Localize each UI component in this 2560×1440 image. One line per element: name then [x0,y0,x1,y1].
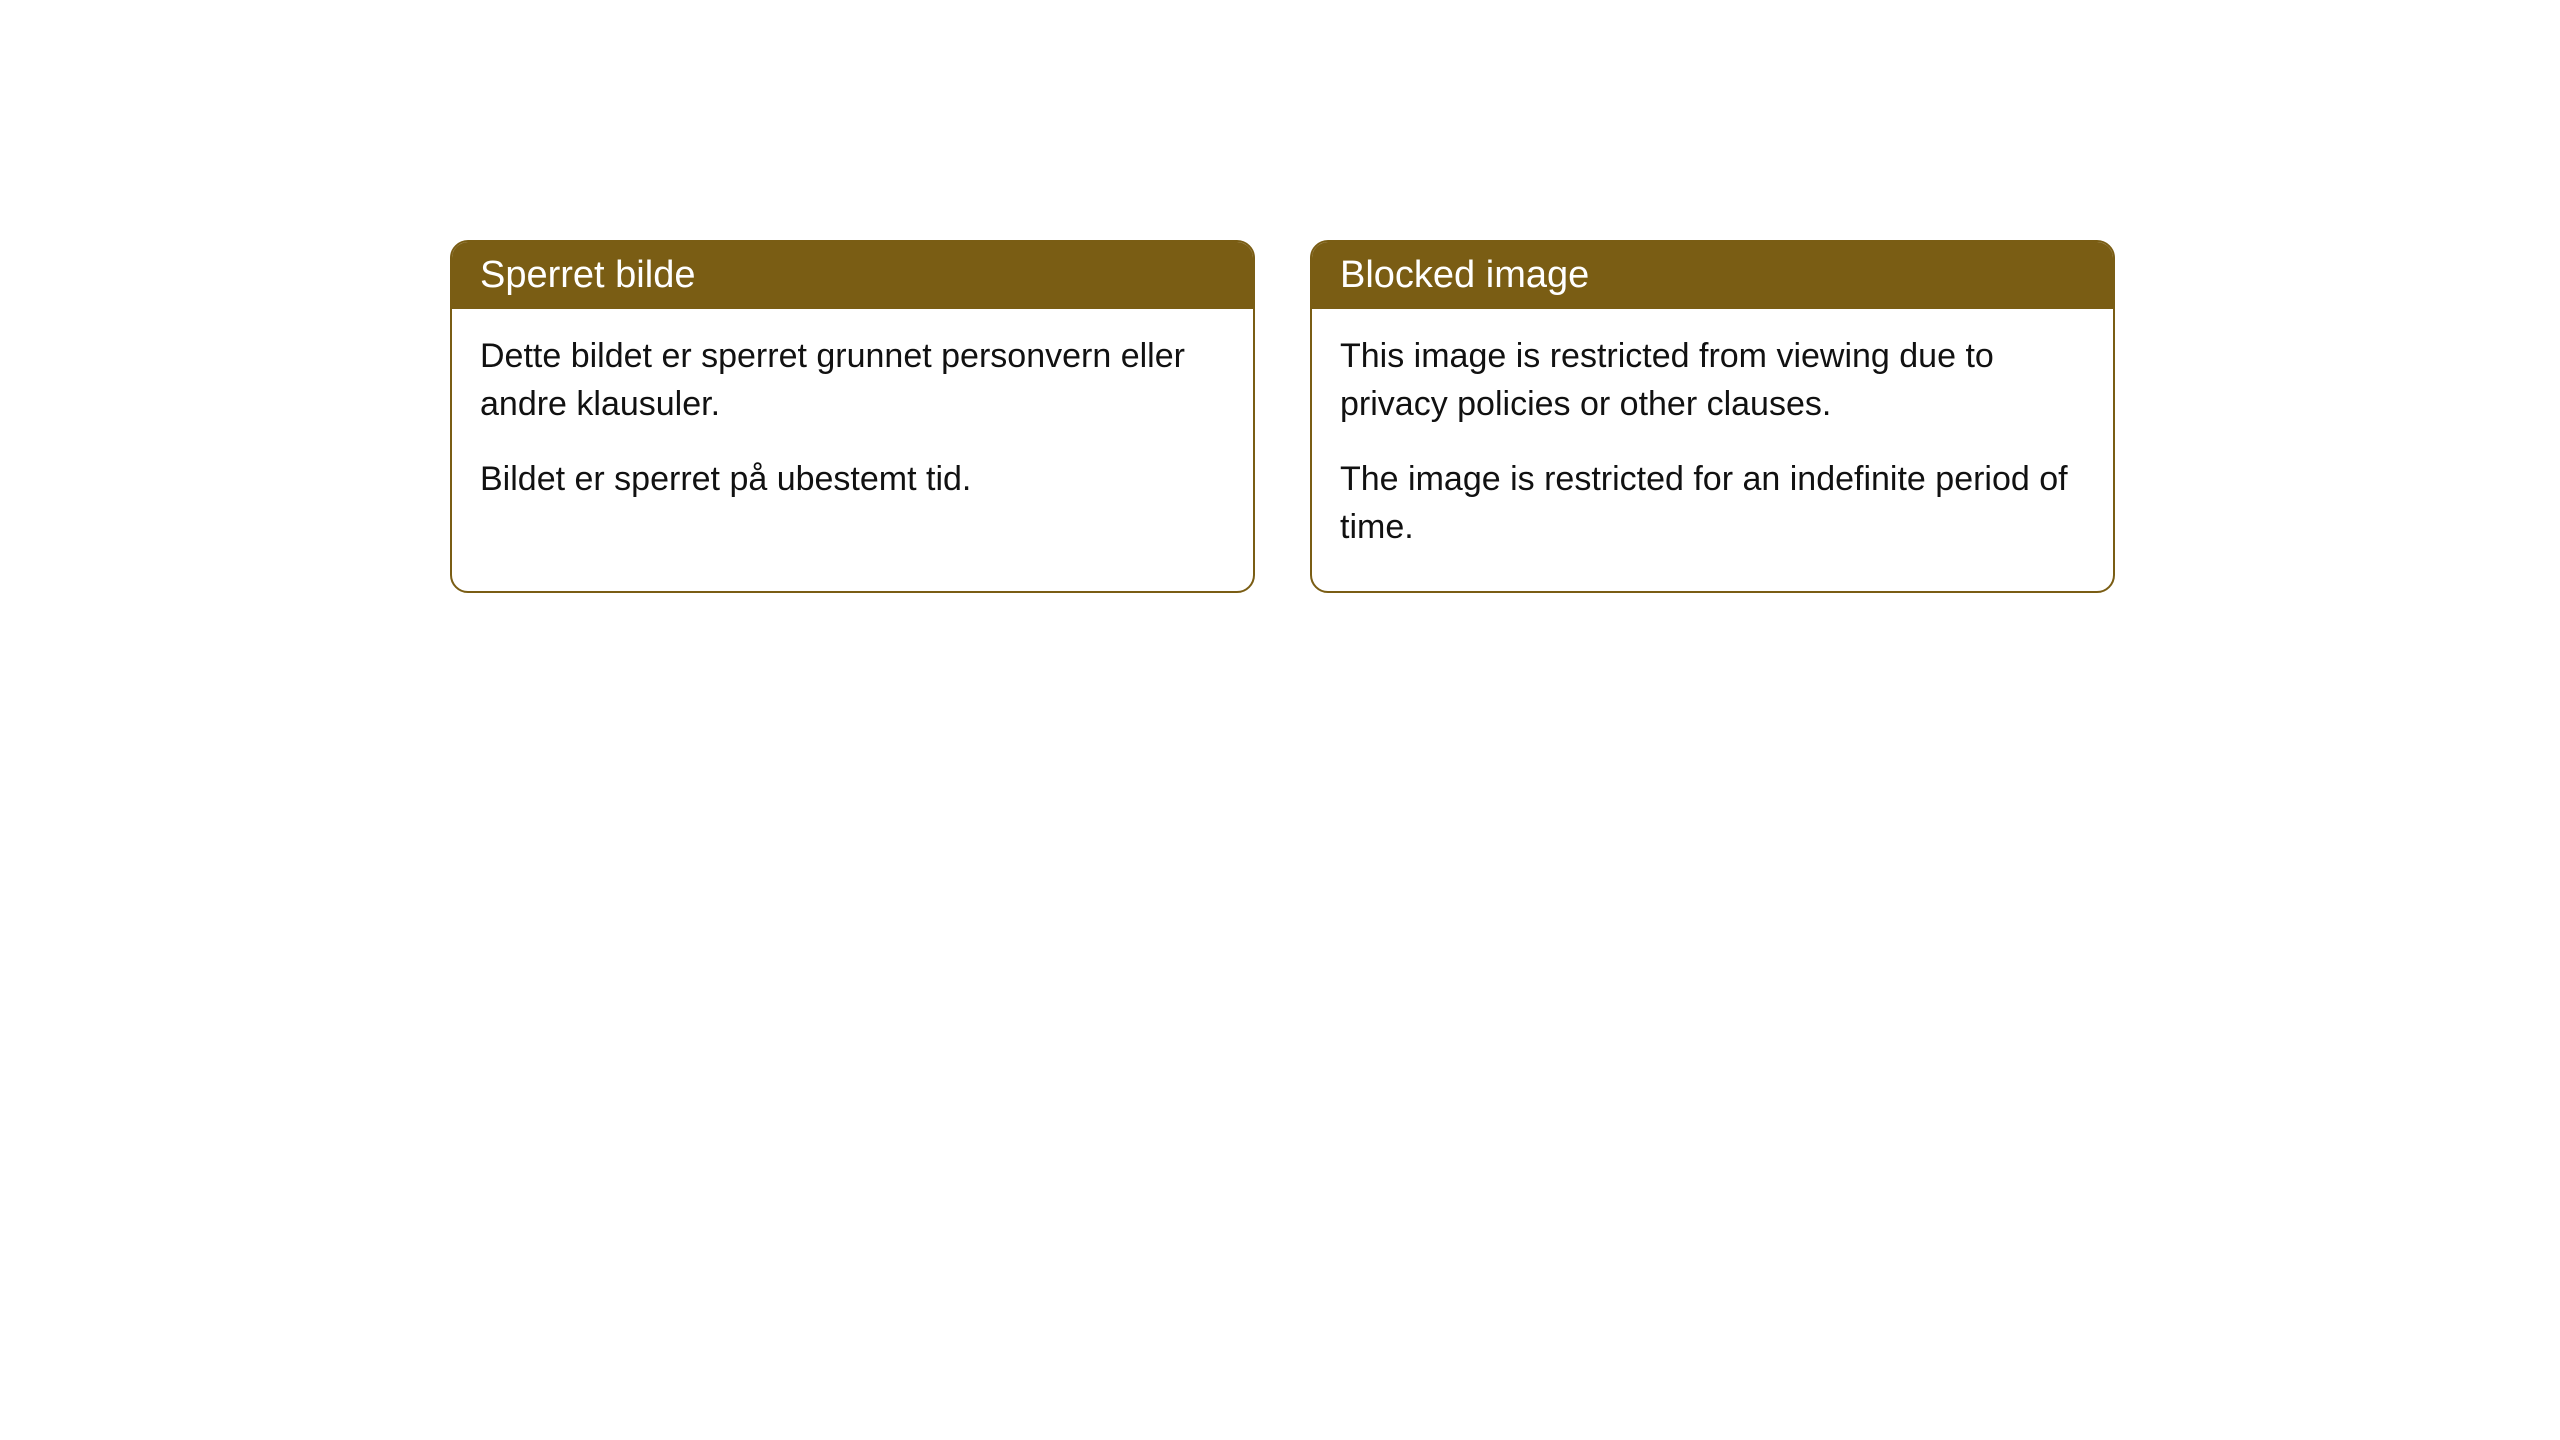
card-title: Sperret bilde [480,254,695,296]
card-title: Blocked image [1340,254,1589,296]
cards-container: Sperret bilde Dette bildet er sperret gr… [450,240,2560,593]
card-paragraph-2: Bildet er sperret på ubestemt tid. [480,456,1225,504]
card-paragraph-1: This image is restricted from viewing du… [1340,333,2085,428]
card-body: Dette bildet er sperret grunnet personve… [452,309,1253,544]
card-paragraph-2: The image is restricted for an indefinit… [1340,456,2085,551]
card-paragraph-1: Dette bildet er sperret grunnet personve… [480,333,1225,428]
card-header: Blocked image [1312,242,2113,309]
blocked-image-card-norwegian: Sperret bilde Dette bildet er sperret gr… [450,240,1255,593]
card-body: This image is restricted from viewing du… [1312,309,2113,591]
card-header: Sperret bilde [452,242,1253,309]
blocked-image-card-english: Blocked image This image is restricted f… [1310,240,2115,593]
